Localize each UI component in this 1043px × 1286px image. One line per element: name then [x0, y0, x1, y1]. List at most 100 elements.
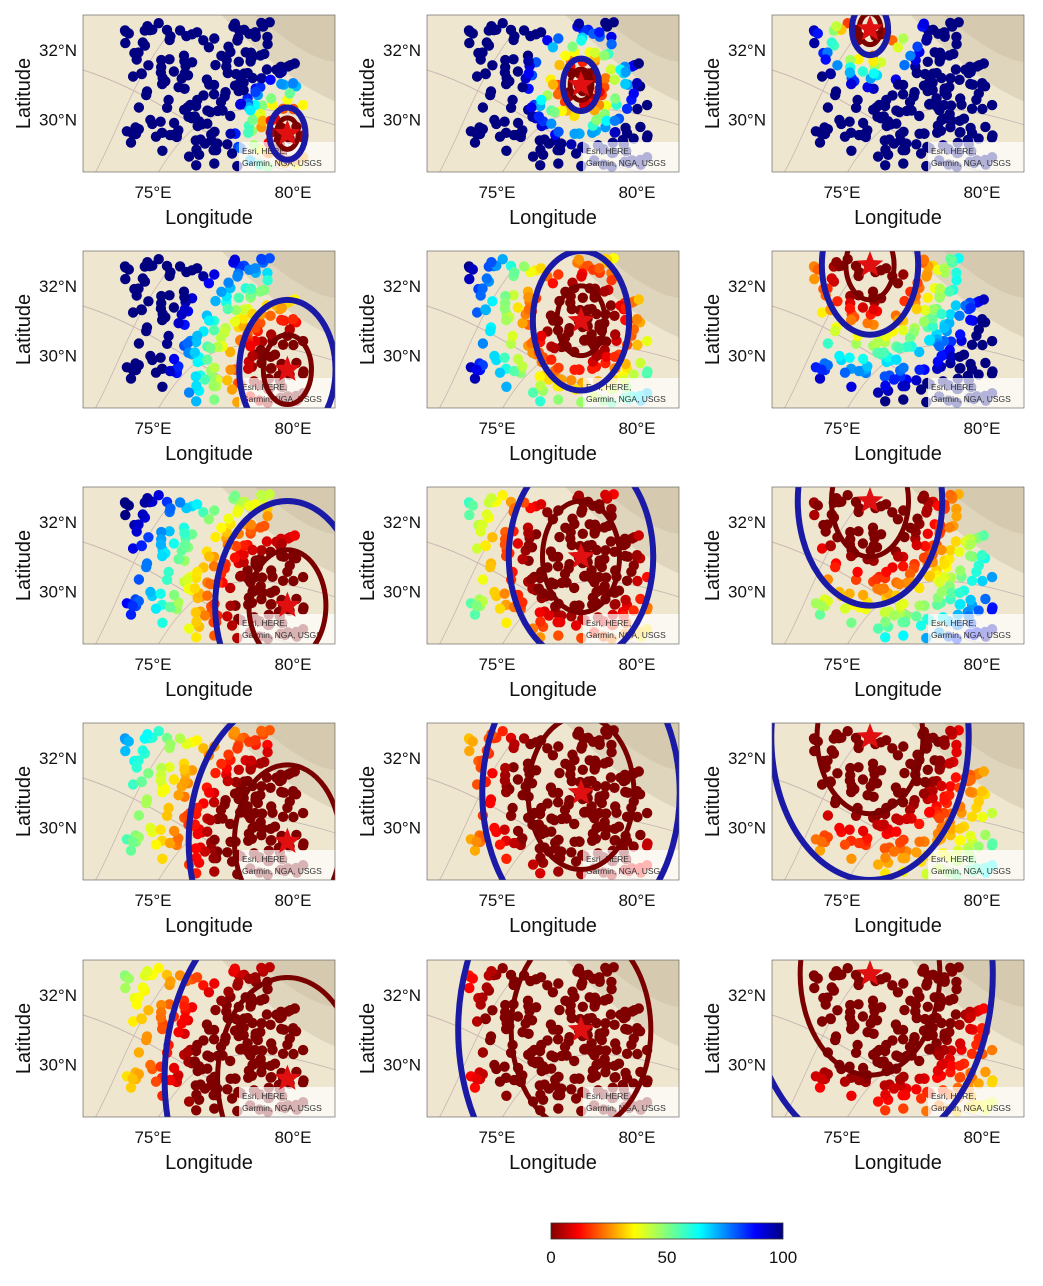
- station-marker: [892, 987, 904, 998]
- station-marker: [965, 314, 976, 326]
- station-marker: [168, 117, 180, 129]
- station-marker: [879, 607, 890, 618]
- station-marker: [150, 367, 162, 378]
- station-marker: [469, 845, 481, 856]
- station-marker: [936, 72, 947, 84]
- station-marker: [576, 271, 587, 282]
- station-marker: [471, 543, 483, 554]
- station-marker: [486, 257, 497, 268]
- y-tick-label: 30°N: [383, 111, 421, 130]
- station-marker: [256, 253, 267, 265]
- station-marker: [897, 325, 909, 336]
- station-marker: [898, 1103, 909, 1114]
- panel-grid: Esri, HERE, Garmin, NGA, USGS 32°N 30°N 75°E…: [13, 14, 1025, 1174]
- inner-wavefront-ring: [215, 974, 335, 1117]
- station-marker: [831, 21, 842, 32]
- station-marker: [501, 78, 512, 90]
- map-panel-r1-c2: Esri, HERE, Garmin, NGA, USGS 32°N 30°N 75°E…: [357, 14, 680, 229]
- station-marker: [168, 302, 180, 313]
- station-marker: [189, 1056, 200, 1067]
- station-marker: [182, 102, 193, 113]
- station-marker: [163, 566, 174, 578]
- station-marker: [844, 1012, 856, 1023]
- station-marker: [507, 94, 518, 106]
- station-marker: [471, 1016, 483, 1027]
- attribution-line2: Garmin, NGA, USGS: [931, 630, 1011, 640]
- attribution-line1: Esri, HERE,: [931, 1091, 976, 1101]
- station-marker: [594, 794, 605, 806]
- station-marker: [173, 82, 184, 93]
- station-marker: [872, 623, 884, 634]
- station-marker: [922, 56, 933, 67]
- y-tick-label: 32°N: [383, 513, 421, 532]
- station-marker: [256, 545, 267, 556]
- station-marker: [918, 490, 930, 501]
- station-marker: [857, 353, 869, 365]
- epicenter-star: [274, 827, 301, 853]
- station-marker: [560, 50, 571, 61]
- station-marker: [934, 341, 945, 352]
- station-marker: [881, 566, 892, 578]
- station-marker: [536, 802, 547, 814]
- station-marker: [475, 54, 486, 65]
- station-marker: [203, 42, 215, 53]
- x-tick-label: 80°E: [618, 419, 655, 438]
- station-marker: [553, 834, 564, 845]
- inner-wavefront-ring: [797, 960, 943, 1078]
- station-marker: [471, 128, 482, 139]
- station-marker: [209, 158, 220, 169]
- station-marker: [548, 551, 559, 562]
- station-marker: [143, 60, 154, 71]
- station-marker: [508, 129, 520, 141]
- station-marker: [255, 758, 266, 769]
- station-marker: [880, 735, 892, 746]
- station-marker: [535, 380, 546, 391]
- station-marker: [284, 324, 295, 335]
- station-marker: [552, 797, 564, 808]
- station-marker: [832, 768, 843, 779]
- station-marker: [569, 582, 580, 594]
- station-marker: [934, 283, 946, 294]
- y-axis-label: Latitude: [357, 1003, 379, 1074]
- station-marker: [936, 780, 947, 792]
- station-marker: [946, 1060, 957, 1071]
- station-marker: [215, 804, 227, 816]
- station-marker: [846, 381, 857, 392]
- station-marker: [481, 982, 492, 993]
- station-marker: [921, 980, 932, 991]
- attribution-line2: Garmin, NGA, USGS: [242, 630, 322, 640]
- station-marker: [168, 353, 180, 365]
- station-marker: [857, 66, 869, 77]
- station-marker: [257, 1060, 268, 1071]
- station-marker: [898, 269, 909, 280]
- station-marker: [878, 1056, 889, 1067]
- station-marker: [844, 67, 856, 78]
- station-marker: [168, 825, 180, 837]
- x-tick-label: 80°E: [274, 655, 311, 674]
- station-marker: [226, 620, 238, 631]
- station-marker: [569, 1073, 580, 1084]
- station-marker: [208, 797, 220, 808]
- station-marker: [225, 1055, 236, 1067]
- station-marker: [120, 37, 131, 49]
- station-marker: [839, 1076, 851, 1087]
- station-marker: [120, 273, 131, 285]
- y-tick-label: 32°N: [728, 749, 766, 768]
- station-marker: [816, 364, 827, 375]
- station-marker: [512, 825, 524, 837]
- station-marker: [127, 128, 138, 139]
- station-marker: [936, 586, 947, 598]
- station-marker: [973, 324, 984, 335]
- station-marker: [566, 847, 577, 858]
- y-tick-label: 32°N: [39, 41, 77, 60]
- y-tick-label: 30°N: [383, 819, 421, 838]
- station-marker: [898, 33, 909, 44]
- station-marker: [247, 544, 258, 556]
- station-marker: [924, 1044, 935, 1055]
- station-marker: [842, 963, 853, 974]
- station-marker: [905, 758, 916, 769]
- station-marker: [494, 367, 506, 378]
- station-marker: [142, 257, 153, 268]
- station-marker: [868, 764, 879, 775]
- station-marker: [485, 89, 496, 101]
